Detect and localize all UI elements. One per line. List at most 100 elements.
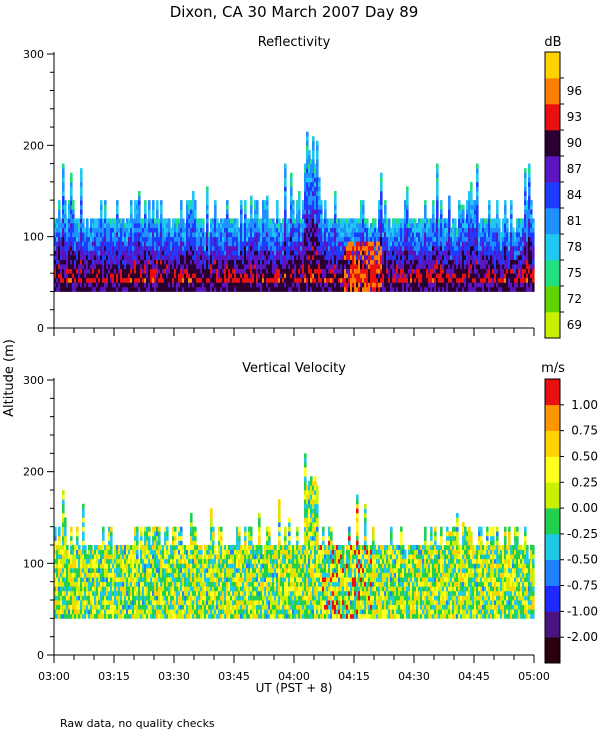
heatmap-cell <box>510 205 513 210</box>
heatmap-cell <box>76 527 79 532</box>
heatmap-cell <box>62 504 65 509</box>
heatmap-cell <box>206 218 209 223</box>
heatmap-cell <box>64 540 67 545</box>
heatmap-cell <box>206 191 209 196</box>
heatmap-cell <box>476 196 479 201</box>
heatmap-cell <box>334 214 337 219</box>
heatmap-cell <box>284 164 287 169</box>
heatmap-cell <box>62 164 65 169</box>
heatmap-cell <box>316 164 319 169</box>
heatmap-cell <box>62 173 65 178</box>
heatmap-cell <box>318 177 321 182</box>
heatmap-cell <box>292 209 295 214</box>
heatmap-cell <box>82 527 85 532</box>
heatmap-cell <box>82 223 85 228</box>
heatmap-cell <box>532 232 535 237</box>
heatmap-cell <box>312 136 315 141</box>
heatmap-cell <box>362 200 365 205</box>
heatmap-cell <box>432 209 435 214</box>
heatmap-cell <box>306 141 309 146</box>
heatmap-cell <box>436 214 439 219</box>
heatmap-cell <box>214 200 217 205</box>
heatmap-cell <box>214 205 217 210</box>
heatmap-cell <box>366 218 369 223</box>
heatmap-cell <box>532 255 535 260</box>
heatmap-cell <box>366 223 369 228</box>
heatmap-cell <box>110 527 113 532</box>
heatmap-cell <box>80 186 83 191</box>
heatmap-cell <box>148 200 151 205</box>
heatmap-cell <box>226 214 229 219</box>
heatmap-cell <box>504 205 507 210</box>
heatmap-cell <box>82 504 85 509</box>
heatmap-cell <box>496 209 499 214</box>
heatmap-cell <box>62 191 65 196</box>
heatmap-cell <box>440 205 443 210</box>
heatmap-cell <box>236 218 239 223</box>
heatmap-cell <box>256 209 259 214</box>
heatmap-cell <box>284 209 287 214</box>
heatmap-cell <box>148 205 151 210</box>
heatmap-cell <box>374 218 377 223</box>
heatmap-cell <box>250 214 253 219</box>
heatmap-cell <box>272 218 275 223</box>
heatmap-cell <box>76 531 79 536</box>
heatmap-cell <box>312 154 315 159</box>
heatmap-cell <box>318 186 321 191</box>
heatmap-cell <box>380 173 383 178</box>
heatmap-cell <box>152 214 155 219</box>
heatmap-cell <box>250 200 253 205</box>
heatmap-cell <box>64 531 67 536</box>
heatmap-cell <box>320 209 323 214</box>
heatmap-cell <box>90 545 93 550</box>
heatmap-cell <box>156 200 159 205</box>
heatmap-cell <box>380 200 383 205</box>
heatmap-cell <box>180 200 183 205</box>
heatmap-cell <box>510 223 513 228</box>
heatmap-cell <box>160 209 163 214</box>
heatmap-cell <box>476 218 479 223</box>
heatmap-cell <box>122 218 125 223</box>
heatmap-cell <box>532 273 535 278</box>
heatmap-cell <box>76 536 79 541</box>
heatmap-cell <box>524 173 527 178</box>
heatmap-cell <box>70 196 73 201</box>
y-tick-label: 0 <box>37 322 44 335</box>
heatmap-cell <box>462 205 465 210</box>
heatmap-cell <box>256 205 259 210</box>
heatmap-cell <box>194 214 197 219</box>
heatmap-cell <box>524 191 527 196</box>
heatmap-cell <box>496 214 499 219</box>
heatmap-cell <box>72 200 75 205</box>
heatmap-cell <box>470 196 473 201</box>
heatmap-cell <box>290 177 293 182</box>
heatmap-cell <box>488 200 491 205</box>
heatmap-cell <box>406 200 409 205</box>
heatmap-cell <box>312 150 315 155</box>
heatmap-cell <box>432 200 435 205</box>
heatmap-cell <box>448 200 451 205</box>
heatmap-cell <box>448 223 451 228</box>
heatmap-cell <box>236 223 239 228</box>
heatmap-cell <box>380 196 383 201</box>
heatmap-cell <box>110 550 113 555</box>
heatmap-cell <box>510 209 513 214</box>
heatmap-cell <box>138 214 141 219</box>
heatmap-cell <box>334 196 337 201</box>
heatmap-cell <box>306 145 309 150</box>
heatmap-cell <box>226 205 229 210</box>
heatmap-cell <box>156 214 159 219</box>
heatmap-cell <box>284 191 287 196</box>
heatmap-cell <box>436 200 439 205</box>
heatmap-cell <box>510 200 513 205</box>
heatmap-cell <box>58 536 61 541</box>
heatmap-cell <box>104 200 107 205</box>
heatmap-cell <box>312 159 315 164</box>
heatmap-cell <box>298 200 301 205</box>
heatmap-cell <box>532 264 535 269</box>
heatmap-cell <box>80 214 83 219</box>
heatmap-cell <box>436 191 439 196</box>
heatmap-cell <box>530 209 533 214</box>
